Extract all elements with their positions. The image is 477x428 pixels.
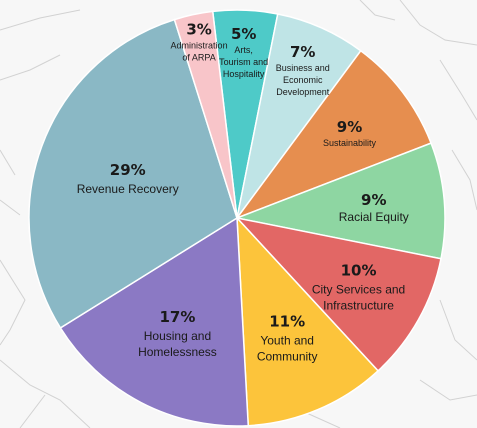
slice-percent-label: 11% xyxy=(269,312,305,330)
slice-category-label: Business and xyxy=(276,63,330,73)
slice-percent-label: 7% xyxy=(290,43,315,61)
slice-category-label: Youth and xyxy=(260,333,314,347)
slice-percent-label: 17% xyxy=(159,308,195,326)
slice-category-label: Hospitality xyxy=(223,69,265,79)
pie-labels: 5% Arts, Tourism and Hospitality 7% Business … xyxy=(77,21,409,364)
slice-percent-label: 9% xyxy=(337,118,362,136)
slice-category-label: Infrastructure xyxy=(323,299,394,313)
slice-category-label: Economic xyxy=(283,75,323,85)
slice-percent-label: 10% xyxy=(341,262,377,280)
slice-percent-label: 5% xyxy=(231,25,256,43)
pie-slice xyxy=(234,216,442,372)
slice-percent-label: 3% xyxy=(186,21,211,39)
pie-slice xyxy=(234,49,433,220)
pie-slice xyxy=(59,216,250,427)
pie-slice xyxy=(236,215,380,427)
slice-category-label: Development xyxy=(276,87,330,97)
slice-percent-label: 9% xyxy=(361,191,386,209)
pie-slice xyxy=(234,142,446,260)
pie-slice xyxy=(28,18,238,329)
slice-category-label: Arts, xyxy=(234,45,253,55)
slice-percent-label: 29% xyxy=(110,161,146,179)
slice-category-label: Community xyxy=(257,349,318,363)
slice-category-label: Revenue Recovery xyxy=(77,182,179,196)
pie-slices xyxy=(28,9,446,427)
slice-category-label: Tourism and xyxy=(219,57,268,67)
pie-slice xyxy=(173,10,238,219)
slice-category-label: Homelessness xyxy=(138,345,217,359)
slice-category-label: Racial Equity xyxy=(339,210,409,224)
slice-category-label: City Services and xyxy=(312,283,405,297)
slice-category-label: of ARPA xyxy=(182,53,215,63)
slice-category-label: Housing and xyxy=(144,329,211,343)
slice-category-label: Sustainability xyxy=(323,138,377,148)
slice-category-label: Administration xyxy=(171,41,228,51)
